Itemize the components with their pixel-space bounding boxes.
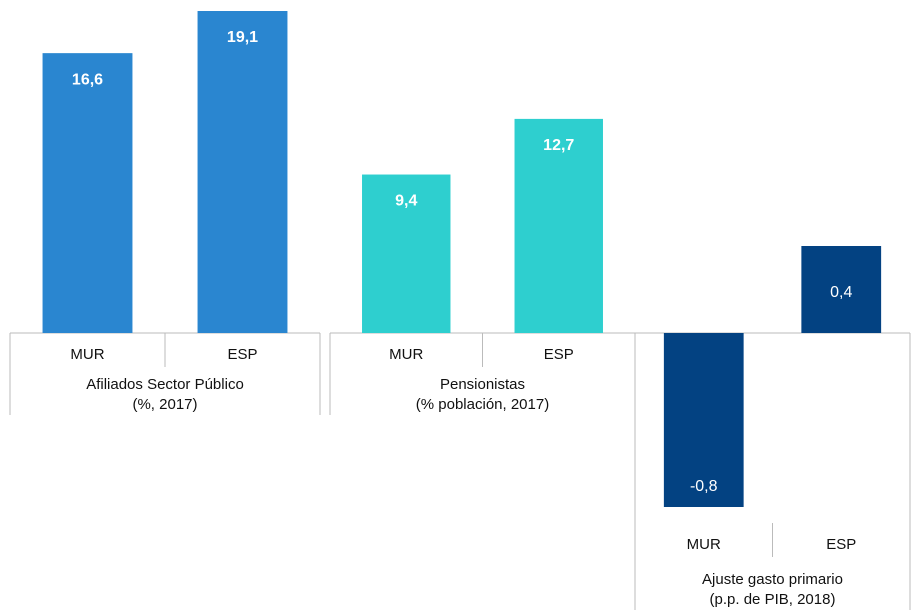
bar (42, 53, 133, 333)
category-label: ESP (826, 536, 856, 553)
bar (197, 11, 288, 333)
panel-title: Pensionistas (440, 376, 525, 393)
panel-title: (%, 2017) (132, 396, 197, 413)
value-label: 16,6 (72, 71, 103, 88)
bar (362, 174, 451, 333)
bar (514, 118, 603, 333)
category-label: MUR (687, 536, 721, 553)
panel-title: (p.p. de PIB, 2018) (710, 591, 836, 608)
value-label: 0,4 (830, 284, 852, 301)
category-label: MUR (70, 346, 104, 363)
panel-title: Afiliados Sector Público (86, 376, 244, 393)
bar (801, 246, 882, 333)
value-label: 19,1 (227, 29, 258, 46)
category-label: MUR (389, 346, 423, 363)
category-label: ESP (227, 346, 257, 363)
panel-title: Ajuste gasto primario (702, 571, 843, 588)
value-label: 9,4 (395, 193, 417, 210)
panel-title: (% población, 2017) (416, 396, 549, 413)
value-label: 12,7 (543, 137, 574, 154)
bar (663, 333, 744, 507)
category-label: ESP (544, 346, 574, 363)
value-label: -0,8 (690, 478, 718, 495)
